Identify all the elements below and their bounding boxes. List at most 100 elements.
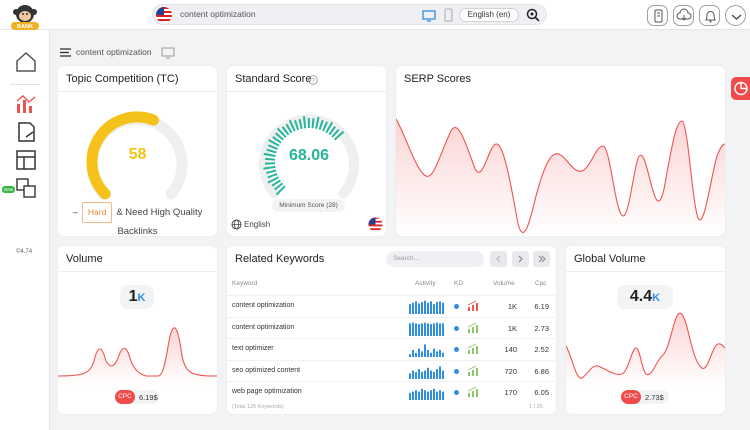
card-title: Topic Competition (TC) — [66, 73, 179, 85]
column-header-cpc[interactable]: Cpc — [535, 280, 547, 287]
card-title: Standard Score — [235, 73, 312, 85]
search-query-text[interactable]: content optimization — [180, 9, 256, 19]
table-row[interactable]: text optimizer 140 2.52 — [227, 338, 555, 359]
prev-page-button[interactable] — [490, 251, 507, 267]
column-header-volume[interactable]: Volume — [493, 280, 515, 287]
top-bar: RANK content optimization English (en) — [0, 0, 750, 30]
search-icon[interactable] — [525, 7, 541, 23]
card-title: SERP Scores — [404, 73, 472, 85]
keyword-text[interactable]: text optimizer — [232, 345, 274, 352]
cpc-pill: CPC 2.73$ — [621, 390, 669, 404]
next-page-button[interactable] — [512, 251, 529, 267]
column-header-activity[interactable]: Activity — [415, 280, 436, 287]
table-row[interactable]: web page optimization 170 6.05 — [227, 381, 555, 402]
bar-chart-icon[interactable] — [14, 92, 38, 116]
topic-competition-card: Topic Competition (TC) 58 – Hard & Need Hi… — [58, 66, 217, 236]
column-header-kd[interactable]: KD — [454, 280, 464, 287]
svg-text:RANK: RANK — [17, 24, 33, 30]
keyword-text[interactable]: content optimization — [232, 323, 295, 331]
standard-score-gauge — [259, 114, 359, 199]
table-row[interactable]: seo optimized content 720 6.86 — [227, 359, 555, 381]
volume-card: Volume 1K CPC 6.19$ — [58, 246, 217, 414]
kd-dot — [454, 325, 459, 331]
total-keywords-label: (Total 126 Keywords) — [232, 404, 284, 410]
page-indicator: 1 / 26 — [529, 404, 543, 410]
keyword-text[interactable]: content optimization — [232, 302, 295, 309]
kd-dot — [454, 368, 459, 374]
volume-cell: 1K — [507, 323, 517, 333]
tc-gauge — [86, 111, 188, 200]
last-page-button[interactable] — [533, 251, 550, 267]
cpc-pill: CPC 6.19$ — [115, 390, 159, 404]
table-row[interactable]: content optimization 1K 2.73 — [227, 316, 555, 338]
keyword-text[interactable]: seo optimized content — [232, 366, 301, 374]
volume-cell: 140 — [504, 345, 517, 354]
new-badge: New — [2, 186, 15, 193]
cpc-value: 2.73$ — [645, 393, 664, 402]
mobile-reader-icon[interactable] — [647, 5, 668, 26]
keyword-search-bar[interactable]: content optimization English (en) — [152, 4, 547, 25]
globe-icon — [231, 219, 242, 230]
menu-lines-icon[interactable] — [60, 48, 71, 57]
pie-chart-icon — [734, 81, 748, 96]
table-row[interactable]: content optimization 1K 6.19 — [227, 295, 555, 316]
activity-bars — [409, 388, 444, 400]
card-title: Related Keywords — [235, 253, 325, 265]
activity-bars — [409, 322, 444, 336]
cpc-cell: 2.52 — [534, 345, 549, 354]
brand-logo[interactable]: RANK — [8, 2, 42, 32]
desktop-icon[interactable] — [422, 9, 436, 22]
bell-icon[interactable] — [699, 5, 720, 26]
kd-dot — [454, 347, 459, 352]
trend-chart-icon[interactable] — [467, 365, 479, 377]
cpc-cell: 6.86 — [534, 366, 549, 376]
activity-bars — [409, 344, 444, 357]
cpc-cell: 6.05 — [534, 388, 549, 397]
cpc-cell: 2.73 — [534, 323, 549, 333]
cloud-download-icon[interactable] — [673, 5, 694, 26]
keyword-text[interactable]: web page optimization — [232, 388, 302, 395]
card-title: Global Volume — [574, 253, 646, 265]
column-header-keyword[interactable]: Keyword — [232, 280, 258, 287]
tc-description: – Hard & Need High Quality Backlinks — [58, 202, 217, 236]
cpc-cell: 6.19 — [534, 302, 549, 311]
mobile-icon[interactable] — [444, 8, 453, 22]
volume-cell: 170 — [504, 388, 517, 397]
standard-score-value: 68.06 — [288, 147, 330, 164]
side-panel-toggle[interactable] — [731, 77, 750, 100]
kd-dot — [454, 304, 459, 309]
cpc-value: 6.19$ — [139, 393, 158, 402]
standard-score-card: Standard Score ? 68.06 Minimum Score (28… — [227, 66, 386, 236]
trend-chart-icon[interactable] — [467, 343, 479, 355]
document-icon[interactable] — [14, 120, 38, 144]
trend-chart-icon[interactable] — [467, 300, 479, 312]
activity-bars — [409, 300, 444, 314]
card-title: Volume — [66, 253, 103, 265]
serp-scores-chart — [396, 118, 725, 236]
trend-chart-icon[interactable] — [467, 322, 479, 334]
chevron-down-icon[interactable] — [725, 5, 746, 26]
volume-cell: 720 — [504, 366, 517, 376]
global-volume-value: 4.4K — [617, 285, 673, 309]
copy-icon[interactable] — [14, 176, 38, 200]
related-keywords-card: Related Keywords Search... Keyword Activ… — [227, 246, 556, 414]
layout-icon[interactable] — [14, 148, 38, 172]
global-volume-card: Global Volume 4.4K CPC 2.73$ — [566, 246, 725, 414]
svg-text:?: ? — [311, 78, 315, 85]
help-icon[interactable]: ? — [308, 75, 318, 85]
activity-bars — [409, 365, 444, 379]
minimum-score-pill: Minimum Score (28) — [272, 199, 345, 212]
desktop-icon — [161, 47, 175, 59]
us-flag-icon[interactable] — [156, 7, 172, 23]
kd-dot — [454, 390, 459, 395]
keyword-search-input[interactable]: Search... — [386, 251, 484, 267]
version-label: ©4.74 — [16, 249, 33, 255]
global-volume-chart — [566, 312, 725, 386]
volume-cell: 1K — [507, 302, 517, 311]
trend-chart-icon[interactable] — [467, 386, 479, 398]
cpc-badge: CPC — [115, 390, 135, 404]
volume-value: 1K — [120, 285, 154, 309]
home-icon[interactable] — [14, 50, 38, 74]
sidebar: New ©4.74 — [0, 30, 50, 430]
language-select[interactable]: English (en) — [459, 8, 519, 22]
